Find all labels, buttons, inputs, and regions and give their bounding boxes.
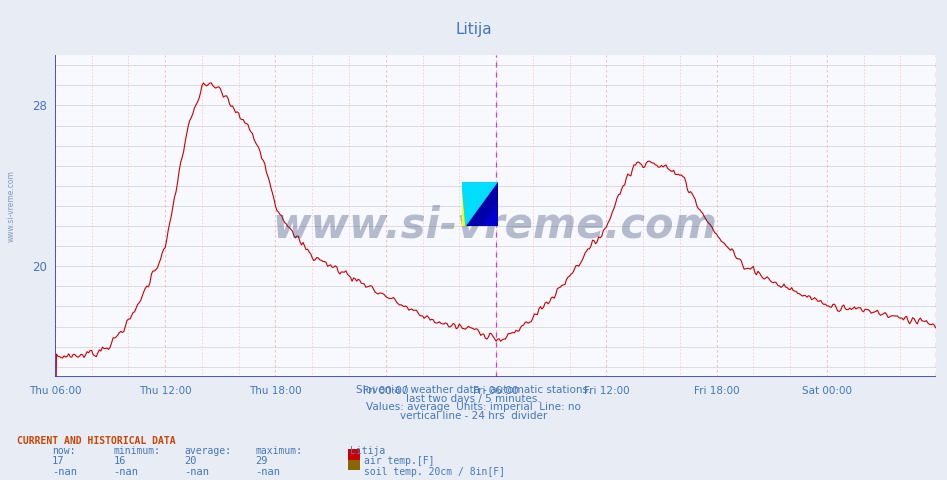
- Text: average:: average:: [185, 446, 232, 456]
- Text: 29: 29: [256, 456, 268, 466]
- Polygon shape: [466, 182, 498, 226]
- Text: www.si-vreme.com: www.si-vreme.com: [273, 204, 718, 247]
- Text: Values: average  Units: imperial  Line: no: Values: average Units: imperial Line: no: [366, 402, 581, 412]
- Text: Slovenia / weather data - automatic stations.: Slovenia / weather data - automatic stat…: [356, 385, 591, 395]
- Text: maximum:: maximum:: [256, 446, 303, 456]
- Text: -nan: -nan: [256, 467, 280, 477]
- Text: 17: 17: [52, 456, 64, 466]
- Text: 20: 20: [185, 456, 197, 466]
- Text: now:: now:: [52, 446, 76, 456]
- Text: -nan: -nan: [185, 467, 209, 477]
- Text: -nan: -nan: [52, 467, 77, 477]
- Text: air temp.[F]: air temp.[F]: [364, 456, 434, 466]
- Text: 16: 16: [114, 456, 126, 466]
- Polygon shape: [462, 182, 498, 226]
- Polygon shape: [482, 202, 498, 226]
- Text: Litija: Litija: [350, 446, 385, 456]
- Text: minimum:: minimum:: [114, 446, 161, 456]
- Text: www.si-vreme.com: www.si-vreme.com: [7, 170, 16, 242]
- Text: CURRENT AND HISTORICAL DATA: CURRENT AND HISTORICAL DATA: [17, 436, 176, 446]
- Text: Litija: Litija: [456, 22, 491, 36]
- Text: -nan: -nan: [114, 467, 138, 477]
- Text: soil temp. 20cm / 8in[F]: soil temp. 20cm / 8in[F]: [364, 467, 505, 477]
- Text: last two days / 5 minutes.: last two days / 5 minutes.: [406, 394, 541, 404]
- Text: vertical line - 24 hrs  divider: vertical line - 24 hrs divider: [400, 411, 547, 421]
